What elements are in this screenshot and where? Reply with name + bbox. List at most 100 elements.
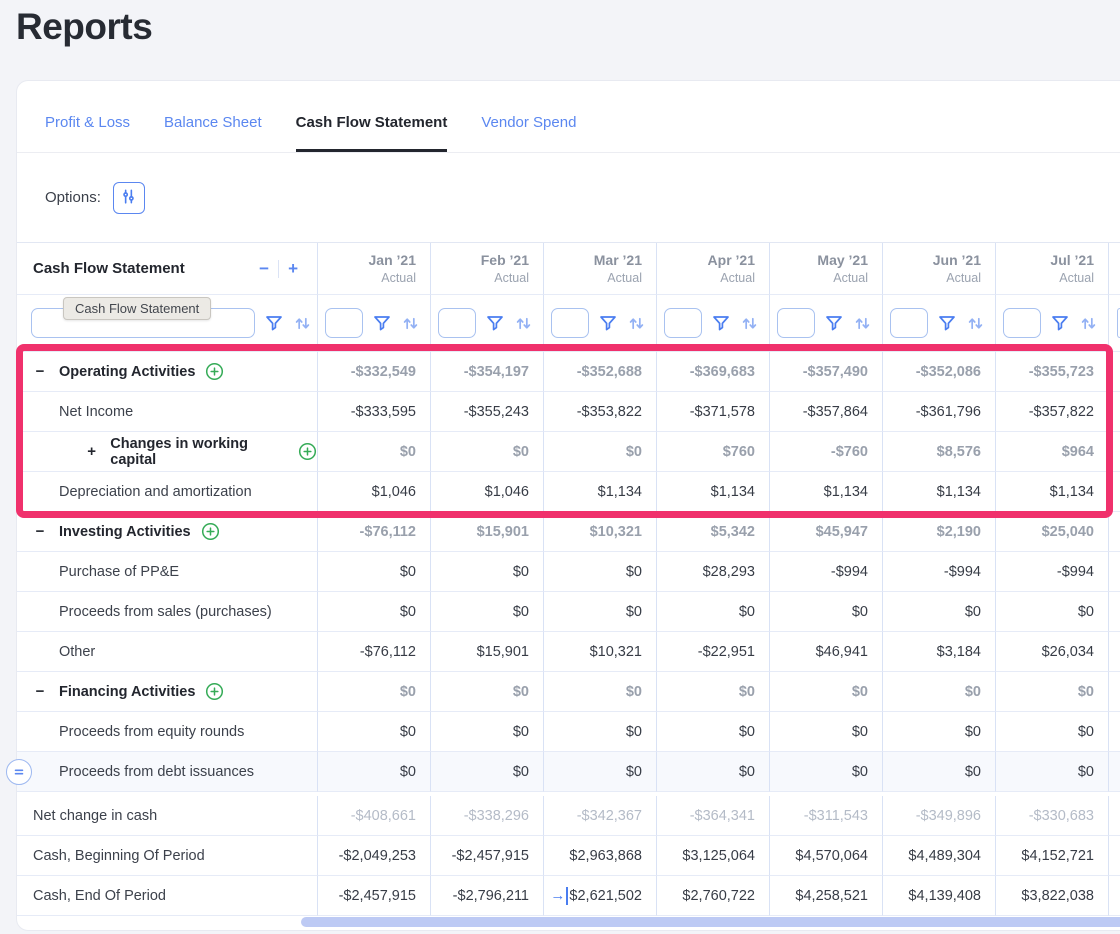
cell-value-text: -$364,341 xyxy=(689,807,755,824)
row-partial-cell xyxy=(1108,392,1120,432)
cell-value-text: $15,901 xyxy=(476,523,529,540)
tab-cash-flow-statement[interactable]: Cash Flow Statement xyxy=(295,114,448,152)
value-cell: $15,901 xyxy=(430,632,543,672)
table-header-row: Cash Flow Statement − + Jan ’21 Actual Feb ’2… xyxy=(17,243,1120,295)
filter-icon[interactable] xyxy=(824,313,844,333)
filter-icon[interactable] xyxy=(485,313,505,333)
column-filter-input[interactable] xyxy=(325,308,363,338)
cell-value-text: -$371,578 xyxy=(689,403,755,420)
cell-value-text: -$311,543 xyxy=(803,807,868,824)
drag-handle[interactable] xyxy=(6,759,32,785)
column-filter-input[interactable] xyxy=(1003,308,1041,338)
add-line-item-icon[interactable] xyxy=(205,362,224,381)
tab-vendor-spend[interactable]: Vendor Spend xyxy=(481,114,577,131)
row-filter-cell: Cash Flow Statement xyxy=(17,295,317,352)
cell-value-text: $0 xyxy=(1077,723,1094,740)
cell-value-text: $1,134 xyxy=(710,483,755,500)
sort-icon[interactable] xyxy=(853,314,872,333)
value-cell: $0 xyxy=(769,672,882,712)
filter-icon[interactable] xyxy=(372,313,392,333)
cell-value-text: -$22,951 xyxy=(697,643,755,660)
horizontal-scrollbar-thumb[interactable] xyxy=(301,917,1120,927)
sort-icon[interactable] xyxy=(966,314,985,333)
column-filter-partial xyxy=(1108,295,1120,352)
cell-value-text: -$349,896 xyxy=(915,807,981,824)
cell-value-text: -$760 xyxy=(830,443,868,460)
collapse-all-button[interactable]: − xyxy=(259,258,270,278)
expand-row-icon[interactable]: + xyxy=(87,443,96,460)
sort-icon[interactable] xyxy=(514,314,533,333)
value-cell: $0 xyxy=(995,592,1108,632)
options-button[interactable] xyxy=(112,181,145,214)
column-header: Jan ’21 Actual xyxy=(317,243,430,295)
table-title-cell: Cash Flow Statement − + xyxy=(17,243,317,295)
collapse-row-icon[interactable]: − xyxy=(35,523,45,540)
filter-icon[interactable] xyxy=(264,313,284,333)
row-label: Net change in cash xyxy=(33,807,158,824)
add-line-item-icon[interactable] xyxy=(201,522,220,541)
cell-value-text: $0 xyxy=(1077,683,1094,700)
table-row: Purchase of PP&E $0 $0 $0 $28,293 -$994 -$994 -… xyxy=(17,552,1120,592)
cell-value-text: $0 xyxy=(851,683,868,700)
cell-value-text: $0 xyxy=(399,603,416,620)
page-title: Reports xyxy=(16,6,153,47)
cell-value-text: $28,293 xyxy=(702,563,755,580)
cell-value-text: $4,570,064 xyxy=(795,847,868,864)
cell-value-text: $0 xyxy=(512,603,529,620)
cell-value-text: -$357,490 xyxy=(802,363,868,380)
value-cell: $4,139,408 xyxy=(882,876,995,916)
sort-icon[interactable] xyxy=(401,314,420,333)
row-partial-cell xyxy=(1108,432,1120,472)
row-label: Proceeds from equity rounds xyxy=(59,723,245,740)
sort-icon[interactable] xyxy=(293,314,312,333)
collapse-row-icon[interactable]: − xyxy=(35,683,45,700)
row-label: Proceeds from sales (purchases) xyxy=(59,603,272,620)
cell-value-text: -$2,796,211 xyxy=(452,887,529,904)
cell-value-text: $4,489,304 xyxy=(908,847,981,864)
row-label-cell: − Operating Activities xyxy=(17,352,317,392)
row-label-cell: Depreciation and amortization xyxy=(17,472,317,512)
tab-balance-sheet[interactable]: Balance Sheet xyxy=(164,114,262,131)
value-cell: $0 xyxy=(995,752,1108,792)
sort-icon[interactable] xyxy=(740,314,759,333)
cell-value-text: $26,034 xyxy=(1041,643,1094,660)
filter-icon[interactable] xyxy=(598,313,618,333)
tab-profit-and-loss[interactable]: Profit & Loss xyxy=(45,114,131,131)
value-cell: $5,342 xyxy=(656,512,769,552)
table-row: Cash, Beginning Of Period -$2,049,253 -$2,… xyxy=(17,836,1120,876)
row-partial-cell xyxy=(1108,712,1120,752)
value-cell: $0 xyxy=(543,432,656,472)
value-cell: -$76,112 xyxy=(317,512,430,552)
column-filter-input[interactable] xyxy=(551,308,589,338)
value-cell: $0 xyxy=(882,712,995,752)
collapse-row-icon[interactable]: − xyxy=(35,363,45,380)
value-cell: $0 xyxy=(543,552,656,592)
value-cell: -$369,683 xyxy=(656,352,769,392)
cell-value-text: $1,134 xyxy=(597,483,642,500)
sort-icon[interactable] xyxy=(627,314,646,333)
value-cell: -$994 xyxy=(882,552,995,592)
column-filter-input[interactable] xyxy=(890,308,928,338)
cell-value-text: $760 xyxy=(722,443,755,460)
add-line-item-icon[interactable] xyxy=(205,682,224,701)
value-cell: -$2,796,211 xyxy=(430,876,543,916)
options-row: Options: xyxy=(17,153,1120,242)
filter-icon[interactable] xyxy=(1050,313,1070,333)
expand-all-button[interactable]: + xyxy=(288,258,298,278)
cell-value-text: $0 xyxy=(964,723,981,740)
filter-icon[interactable] xyxy=(937,313,957,333)
table-row: Net change in cash -$408,661 -$338,296 -$34… xyxy=(17,796,1120,836)
cell-value-text: -$357,864 xyxy=(802,403,868,420)
drilldown-arrow-icon[interactable]: → xyxy=(550,887,566,904)
add-line-item-icon[interactable] xyxy=(298,442,317,461)
value-cell: $2,963,868 xyxy=(543,836,656,876)
column-filter-input[interactable] xyxy=(777,308,815,338)
value-cell: -$994 xyxy=(769,552,882,592)
filter-icon[interactable] xyxy=(711,313,731,333)
row-partial-cell xyxy=(1108,796,1120,836)
column-filter-input[interactable] xyxy=(438,308,476,338)
column-filter-input[interactable] xyxy=(664,308,702,338)
sort-icon[interactable] xyxy=(1079,314,1098,333)
value-cell: -$361,796 xyxy=(882,392,995,432)
column-filter-input-partial xyxy=(1117,308,1120,338)
